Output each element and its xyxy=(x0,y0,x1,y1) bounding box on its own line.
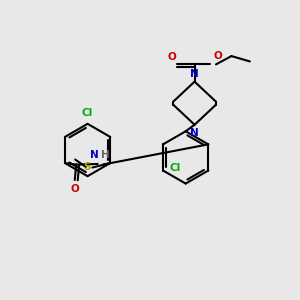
Text: O: O xyxy=(168,52,177,62)
Text: N: N xyxy=(190,69,199,79)
Text: O: O xyxy=(214,51,222,62)
Text: Cl: Cl xyxy=(82,109,93,118)
Text: N: N xyxy=(190,128,199,138)
Text: S: S xyxy=(83,162,91,172)
Text: O: O xyxy=(70,184,79,194)
Text: Cl: Cl xyxy=(169,163,181,173)
Text: H: H xyxy=(101,150,110,161)
Text: N: N xyxy=(90,150,99,161)
